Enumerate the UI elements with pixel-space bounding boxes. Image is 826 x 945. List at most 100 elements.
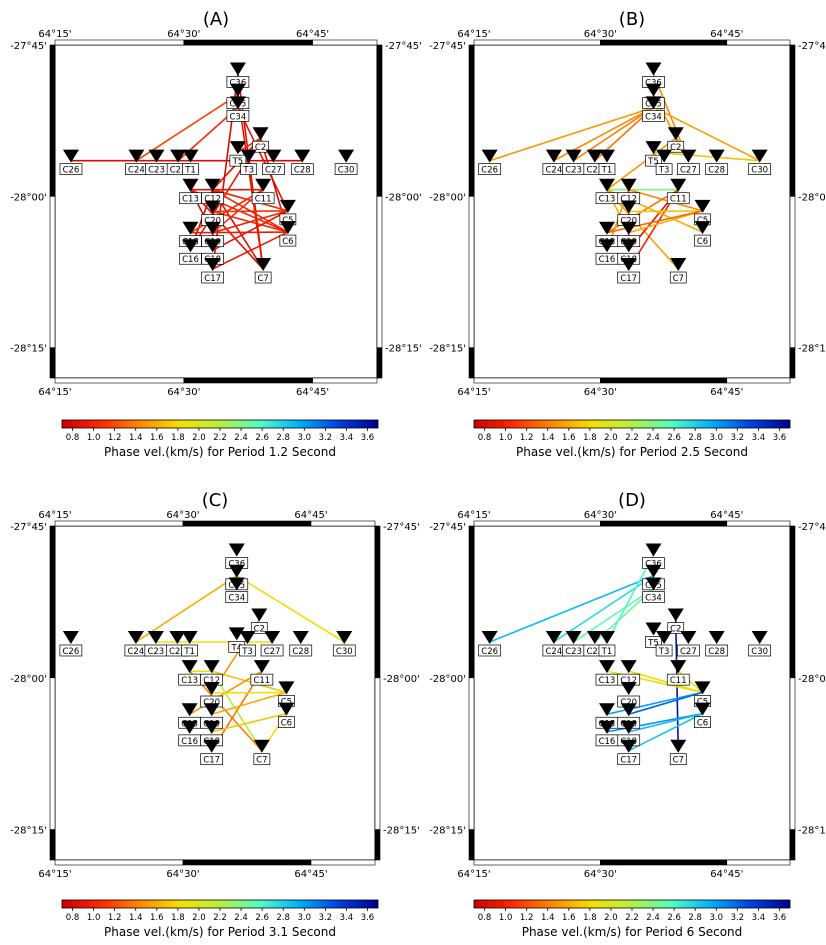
frame-segment [182, 520, 312, 527]
colorbar-tick-label: 3.0 [710, 913, 724, 923]
station-marker [645, 577, 662, 591]
station-label: C24 [546, 166, 563, 176]
lat-tick-label: -28°00' [385, 192, 422, 203]
station-label: C34 [228, 594, 245, 604]
colorbar-label: Phase vel.(km/s) for Period 6 Second [522, 925, 743, 939]
ray-path-c18-c5 [211, 210, 289, 252]
station-label-box [59, 644, 83, 657]
panel-title: (A) [203, 9, 229, 30]
frame-segment [468, 347, 475, 379]
colorbar-tick-label: 3.6 [361, 913, 375, 923]
lat-tick-label: -27°45' [10, 41, 47, 52]
frame-segment [49, 829, 56, 861]
station-marker [181, 660, 198, 674]
station-label: C2 [670, 143, 681, 153]
frame-segment [726, 859, 791, 866]
station-marker [228, 577, 245, 591]
station-label: C17 [204, 274, 221, 284]
station-marker [645, 543, 662, 557]
colorbar-tick-label: 1.6 [562, 913, 576, 923]
station-marker [620, 703, 637, 717]
station-marker [228, 543, 245, 557]
station-label: C28 [708, 166, 725, 176]
station-label: C23 [148, 166, 165, 176]
ray-path-c36-t1 [606, 553, 655, 643]
colorbar-gradient [473, 899, 791, 909]
station-label-box [200, 753, 224, 766]
lat-tick-label: -28°00' [798, 192, 826, 203]
frame-segment [726, 377, 791, 384]
station-label: T5 [647, 638, 659, 648]
frame-segment [789, 525, 796, 679]
station-marker [169, 630, 186, 644]
lat-tick-label: -28°00' [429, 674, 466, 685]
frame-segment [600, 859, 728, 866]
station-label: C5 [697, 697, 708, 707]
frame-segment [600, 520, 728, 527]
colorbar-label: Phase vel.(km/s) for Period 3.1 Second [104, 925, 336, 939]
station-marker [204, 221, 221, 235]
station-label: C5 [697, 216, 708, 226]
station-marker [253, 739, 270, 753]
station-label: T1 [184, 166, 196, 176]
station-label-box [251, 192, 275, 205]
station-label: T3 [241, 647, 253, 657]
lat-tick-label: -28°15' [10, 826, 47, 837]
station-label-box [677, 163, 700, 175]
station-label: C36 [645, 560, 662, 570]
station-marker [565, 630, 582, 644]
map-panel-a: (A) 64°15' 64°15' 64°30' 64°30' 64°45' 64°45' -… [10, 9, 422, 459]
colorbar-tick-label: 1.0 [87, 433, 101, 443]
frame-segment [473, 520, 601, 527]
station-label: C34 [230, 112, 247, 122]
frame-segment [789, 829, 796, 861]
station-marker [251, 608, 268, 622]
lat-tick-label: -28°15' [429, 826, 466, 837]
station-label: C26 [481, 647, 498, 657]
ray-path-c12-c5 [627, 670, 704, 694]
colorbar-tick-label: 1.4 [129, 913, 143, 923]
frame-segment [54, 377, 185, 384]
station-label-box [642, 591, 665, 603]
station-marker [645, 622, 662, 636]
colorbar-gradient [61, 419, 379, 429]
station-label: C23 [565, 166, 582, 176]
station-marker [252, 127, 269, 141]
station-marker [278, 681, 295, 695]
station-label: C28 [708, 647, 725, 657]
station-label-box [201, 271, 225, 284]
colorbar-tick-label: 1.2 [520, 433, 534, 443]
lon-tick-label: 64°30' [166, 869, 199, 880]
station-marker [204, 239, 221, 253]
station-label: C5 [282, 216, 293, 226]
station-marker [182, 221, 199, 235]
station-marker [62, 149, 79, 163]
station-label: C7 [673, 274, 684, 284]
station-label-box [240, 163, 258, 175]
station-label-box [181, 644, 199, 657]
ray-path-c35-c24 [135, 574, 238, 643]
frame-segment [789, 44, 796, 197]
lon-tick-label: 64°15' [457, 387, 490, 398]
station-marker [203, 739, 220, 753]
station-marker [545, 630, 562, 644]
frame-segment [54, 39, 185, 46]
station-label: T3 [658, 647, 670, 657]
colorbar-tick-label: 2.2 [625, 433, 639, 443]
ray-path-c20-c5 [210, 691, 288, 694]
station-label: C12 [620, 676, 637, 686]
frame-segment [310, 859, 376, 866]
station-label: C6 [281, 719, 292, 729]
station-marker [656, 630, 673, 644]
colorbar: 0.8 1.0 1.2 1.4 1.6 1.8 2.0 2.2 2.4 2.6 2.8 3.0 3.2 3… [61, 899, 379, 939]
colorbar-tick-label: 2.8 [688, 433, 702, 443]
station-label: C17 [620, 756, 637, 766]
station-label: C24 [128, 166, 145, 176]
lon-tick-label: 64°30' [584, 510, 617, 521]
station-label: C30 [751, 647, 768, 657]
station-marker [182, 178, 199, 192]
station-label: C34 [645, 112, 662, 122]
station-label-box [225, 591, 249, 603]
colorbar-tick-label: 2.4 [234, 433, 248, 443]
lon-tick-label: 64°45' [710, 869, 743, 880]
